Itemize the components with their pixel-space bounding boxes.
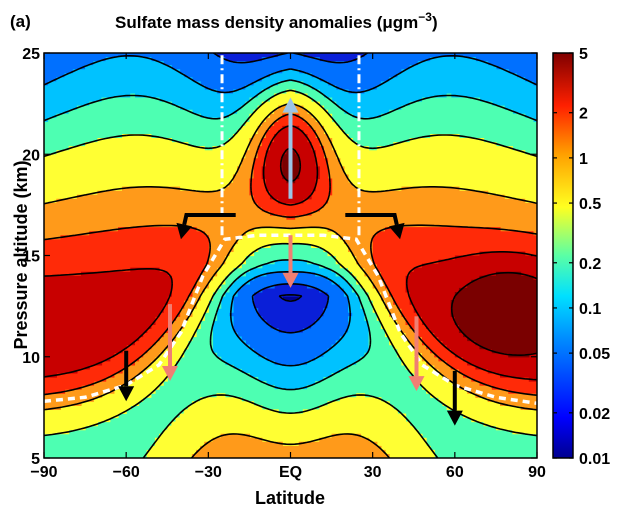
colorbar-gradient bbox=[552, 52, 574, 459]
contour-line bbox=[278, 294, 303, 302]
plot-area bbox=[44, 53, 537, 458]
contour-line bbox=[279, 146, 537, 356]
flow-arrow bbox=[446, 370, 463, 426]
panel-label: (a) bbox=[10, 12, 31, 31]
contour-band bbox=[282, 150, 537, 358]
colorbar-tick-label: 2 bbox=[579, 106, 588, 123]
x-tick-label: −60 bbox=[113, 464, 140, 481]
flow-arrow bbox=[118, 350, 135, 402]
y-tick-label: 5 bbox=[31, 451, 40, 468]
flow-arrow bbox=[345, 213, 405, 240]
colorbar-ticks: 5 2 1 0.5 0.2 0.1 0.05 0.02 0.01 bbox=[553, 46, 610, 468]
tropopause-line bbox=[44, 233, 537, 406]
y-tick-label: 15 bbox=[22, 249, 40, 266]
colorbar: 5 2 1 0.5 0.2 0.1 0.05 0.02 0.01 bbox=[552, 46, 610, 468]
colorbar-tick-label: 0.05 bbox=[579, 346, 610, 363]
y-tick-label: 20 bbox=[22, 147, 40, 164]
contour-line bbox=[44, 79, 537, 391]
flow-arrow bbox=[161, 304, 178, 382]
chart-title-text: Sulfate mass density anomalies (μgm bbox=[115, 13, 418, 32]
x-axis-label: Latitude bbox=[255, 488, 325, 508]
colorbar-tick-label: 0.1 bbox=[579, 301, 601, 318]
contour-band bbox=[44, 81, 537, 458]
y-tick-label: 25 bbox=[22, 46, 40, 63]
chart-title-exponent: −3 bbox=[418, 10, 432, 24]
flow-arrow bbox=[408, 316, 425, 392]
colorbar-tick-label: 5 bbox=[579, 46, 588, 63]
flow-arrow bbox=[282, 97, 299, 199]
colorbar-tick-label: 0.2 bbox=[579, 256, 601, 273]
contour-band bbox=[44, 125, 537, 382]
contour-line bbox=[44, 55, 537, 367]
colorbar-tick-label: 0.02 bbox=[579, 406, 610, 423]
y-axis-label: Pressure altitude (km) bbox=[11, 160, 31, 349]
x-tick-label: 30 bbox=[364, 464, 382, 481]
chart-overlays bbox=[44, 53, 537, 426]
contour-line bbox=[44, 124, 537, 381]
x-axis-ticks: −90 −60 −30 EQ 30 60 90 bbox=[30, 53, 546, 481]
colorbar-tick-label: 1 bbox=[579, 151, 588, 168]
y-tick-label: 10 bbox=[22, 350, 40, 367]
contour-line bbox=[44, 89, 537, 458]
x-tick-label: 90 bbox=[528, 464, 546, 481]
contour-band bbox=[44, 89, 537, 458]
contour-band bbox=[44, 113, 537, 394]
colorbar-tick-label: 0.01 bbox=[579, 451, 610, 468]
y-axis-ticks: 5 10 15 20 25 bbox=[22, 46, 537, 468]
contour-fills bbox=[44, 53, 537, 458]
colorbar-tick-label: 0.5 bbox=[579, 196, 601, 213]
x-tick-label: 60 bbox=[446, 464, 464, 481]
flow-arrow bbox=[282, 235, 299, 288]
contour-line bbox=[44, 113, 537, 396]
contour-band bbox=[44, 105, 537, 458]
x-tick-label: −90 bbox=[30, 464, 57, 481]
flow-arrow bbox=[176, 213, 236, 240]
chart-title: Sulfate mass density anomalies (μgm−3) bbox=[115, 10, 438, 32]
x-tick-label: −30 bbox=[195, 464, 222, 481]
contour-band bbox=[44, 57, 537, 390]
x-tick-label: EQ bbox=[279, 464, 302, 481]
chart-title-close: ) bbox=[432, 13, 438, 32]
contour-band bbox=[282, 296, 300, 301]
